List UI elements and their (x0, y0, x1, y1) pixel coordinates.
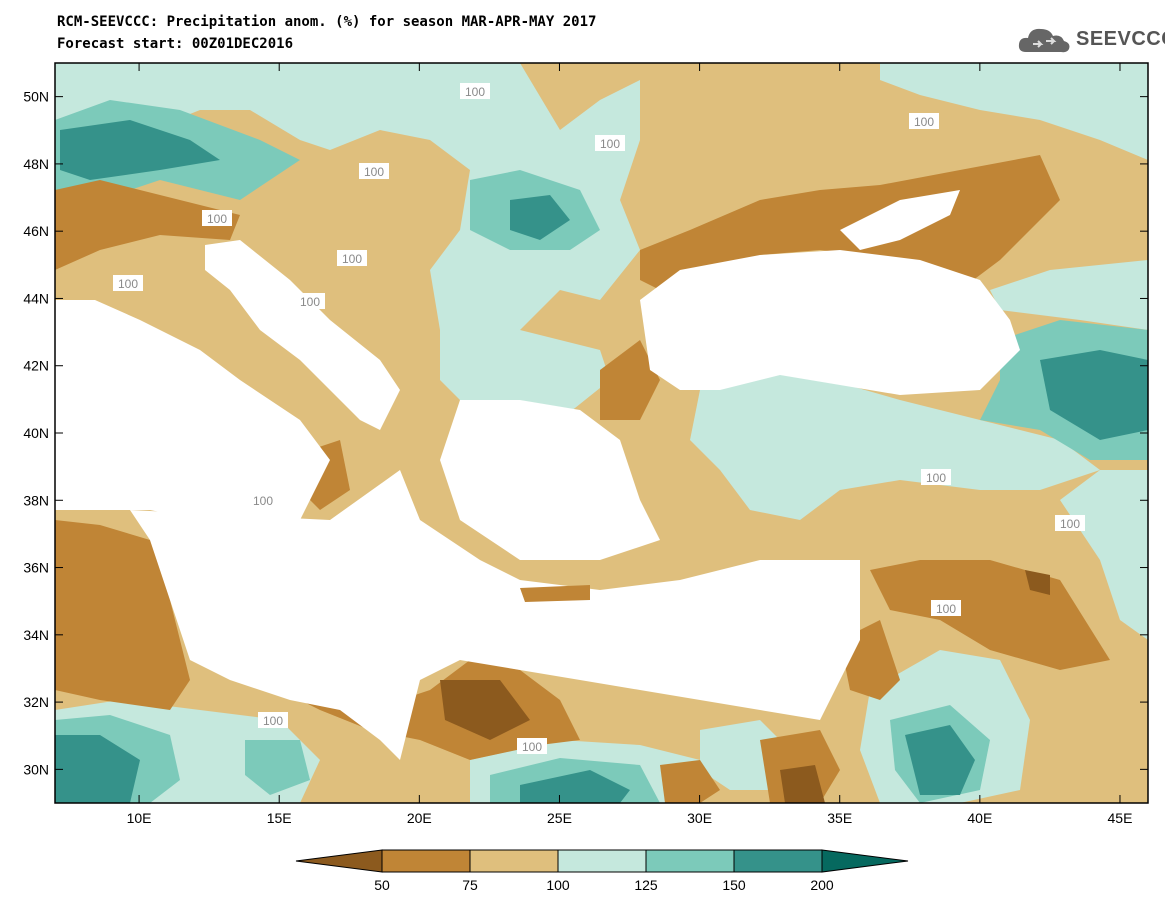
chart-title: RCM-SEEVCCC: Precipitation anom. (%) for… (57, 14, 597, 30)
lon-tick-label: 40E (967, 810, 992, 826)
contour-label: 100 (263, 714, 283, 728)
legend-threshold-label: 100 (546, 877, 570, 893)
lat-tick-label: 40N (23, 425, 49, 441)
field-150-200-tunisia (55, 735, 140, 803)
contour-label: 100 (342, 252, 362, 266)
contour-label: 100 (253, 494, 273, 508)
field-below-50-sinai (780, 765, 825, 803)
legend-threshold-label: 150 (722, 877, 746, 893)
legend-threshold-label: 200 (810, 877, 834, 893)
field-150-200-carpathians (510, 195, 570, 240)
field-150-200-arabia (905, 725, 975, 795)
latitude-axis: 50N 48N 46N 44N 42N 40N 38N 36N 34N 32N 30N (23, 89, 1148, 777)
field-below-50-syria (1025, 570, 1050, 595)
lon-tick-label: 15E (267, 810, 292, 826)
contour-label: 100 (118, 277, 138, 291)
contour-label: 100 (936, 602, 956, 616)
legend-swatch (381, 849, 471, 873)
field-50-75-libya (280, 660, 580, 760)
contour-label: 100 (465, 85, 485, 99)
legend-threshold-label: 50 (374, 877, 390, 893)
seevccc-logo: SEEVCCC (1016, 22, 1165, 56)
adriatic-tyrrhenian-sea (205, 240, 400, 430)
lat-tick-label: 50N (23, 89, 49, 105)
lat-tick-label: 44N (23, 290, 49, 306)
lat-tick-label: 30N (23, 761, 49, 777)
legend-swatch (733, 849, 823, 873)
legend-swatch-above (821, 849, 909, 873)
cloud-icon (1018, 28, 1070, 53)
legend-swatch (469, 849, 559, 873)
field-100-125-anatolia (690, 370, 1100, 520)
legend-swatch (645, 849, 735, 873)
contour-labels: 100 100 100 100 100 100 100 100 100 100 … (113, 83, 1085, 754)
lon-tick-label: 10E (127, 810, 152, 826)
legend-swatch-below (295, 849, 383, 873)
western-mediterranean (55, 300, 330, 540)
field-125-150-libya (245, 740, 310, 795)
contour-label: 100 (600, 137, 620, 151)
field-100-125-east (990, 260, 1148, 640)
legend-colorbar: 50 75 100 125 150 200 (295, 849, 909, 893)
longitude-axis: 10E 15E 20E 25E 30E 35E 40E 45E (127, 63, 1133, 826)
field-100-125-north (55, 63, 640, 360)
contour-label: 100 (207, 212, 227, 226)
contour-label: 100 (1060, 517, 1080, 531)
legend-swatch (557, 849, 647, 873)
field-50-75-thrace (600, 340, 660, 420)
black-sea (640, 250, 1020, 395)
field-below-50-libya (440, 680, 530, 740)
field-50-75-alps (55, 180, 240, 270)
field-150-200-caucasus (1040, 350, 1148, 440)
logo-text: SEEVCCC (1076, 28, 1165, 50)
lat-tick-label: 38N (23, 492, 49, 508)
field-150-200-alps (60, 120, 220, 180)
field-150-200-egypt (520, 770, 630, 803)
lat-tick-label: 46N (23, 223, 49, 239)
lon-tick-label: 30E (687, 810, 712, 826)
map-field: 100 100 100 100 100 100 100 100 100 100 … (55, 63, 1148, 803)
legend-threshold-label: 75 (462, 877, 478, 893)
lon-tick-label: 35E (827, 810, 852, 826)
aegean-sea (440, 400, 660, 560)
lat-tick-label: 36N (23, 560, 49, 576)
contour-label: 100 (522, 740, 542, 754)
field-100-125-northeast (880, 63, 1148, 160)
contour-label: 100 (914, 115, 934, 129)
lon-tick-label: 45E (1108, 810, 1133, 826)
crete-island (520, 585, 590, 602)
forecast-start-label: Forecast start: 00Z01DEC2016 (57, 36, 294, 52)
legend-threshold-label: 125 (634, 877, 658, 893)
contour-label: 100 (926, 471, 946, 485)
contour-label: 100 (300, 295, 320, 309)
field-50-75-nile-west (660, 760, 720, 803)
lat-tick-label: 48N (23, 156, 49, 172)
field-50-75-black-sea-north (640, 155, 1060, 290)
lat-tick-label: 34N (23, 627, 49, 643)
field-50-75-tunisia (55, 520, 190, 710)
sea-of-azov (840, 190, 960, 250)
lat-tick-label: 32N (23, 694, 49, 710)
lon-tick-label: 20E (407, 810, 432, 826)
contour-label: 100 (364, 165, 384, 179)
lat-tick-label: 42N (23, 358, 49, 374)
lon-tick-label: 25E (547, 810, 572, 826)
eastern-mediterranean (130, 470, 860, 760)
